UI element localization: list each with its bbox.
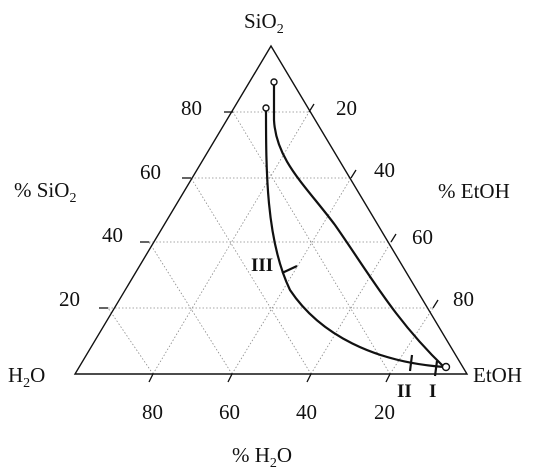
bottom-axis-label: % H2O bbox=[232, 443, 292, 471]
tick-III bbox=[281, 265, 298, 274]
region-label-I: I bbox=[429, 381, 436, 402]
grid-r-2 bbox=[190, 177, 312, 375]
curve-III bbox=[264, 107, 445, 369]
left-tick-80: 80 bbox=[181, 96, 202, 120]
left-axis-label: % SiO2 bbox=[14, 178, 76, 206]
right-tick-60: 60 bbox=[412, 225, 433, 249]
grid-l-3 bbox=[310, 241, 392, 375]
grid-l-1 bbox=[152, 111, 310, 375]
grid-r-1 bbox=[232, 111, 391, 375]
axis-ticks bbox=[99, 103, 439, 383]
triangle-outline bbox=[73, 44, 469, 375]
region-label-II: II bbox=[397, 381, 412, 402]
left-tick-40: 40 bbox=[102, 223, 123, 247]
endpoint-top bbox=[270, 78, 278, 86]
end-markers bbox=[262, 78, 451, 372]
vertex-right-label: EtOH bbox=[473, 363, 522, 387]
right-tick-20: 20 bbox=[336, 96, 357, 120]
curve-II bbox=[272, 82, 445, 368]
grid-l-2 bbox=[231, 177, 352, 375]
endpoint-upper bbox=[262, 104, 270, 112]
right-tick-40: 40 bbox=[374, 158, 395, 182]
vertex-left-label: H2O bbox=[8, 363, 45, 391]
tick-II bbox=[408, 354, 414, 372]
tick-I bbox=[433, 360, 439, 377]
vertex-top-label: SiO2 bbox=[244, 9, 284, 37]
region-ticks bbox=[281, 265, 439, 377]
right-axis-label: % EtOH bbox=[438, 179, 510, 203]
grid-r-4 bbox=[107, 307, 154, 375]
bottom-tick-80: 80 bbox=[142, 400, 163, 424]
left-tick-20: 20 bbox=[59, 287, 80, 311]
grid-lines bbox=[107, 111, 434, 375]
endpoint-etoh bbox=[441, 362, 451, 372]
boundary-curves bbox=[264, 82, 445, 369]
grid-l-4 bbox=[389, 307, 434, 375]
right-tick-80: 80 bbox=[453, 287, 474, 311]
grid-r-3 bbox=[148, 241, 233, 375]
left-tick-60: 60 bbox=[140, 160, 161, 184]
bottom-tick-60: 60 bbox=[219, 400, 240, 424]
bottom-tick-20: 20 bbox=[374, 400, 395, 424]
bottom-tick-40: 40 bbox=[296, 400, 317, 424]
region-label-III: III bbox=[251, 255, 273, 276]
